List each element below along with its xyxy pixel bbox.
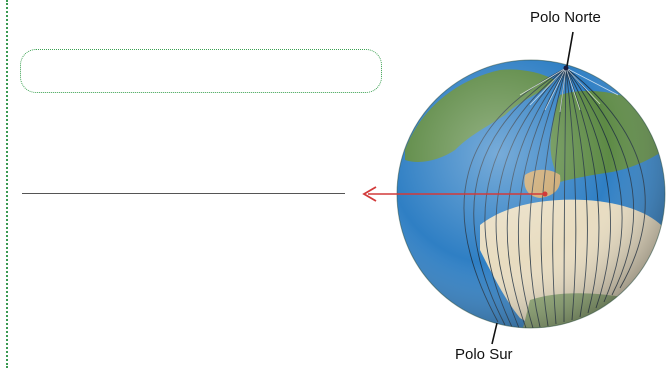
answer-line[interactable] — [22, 193, 345, 194]
south-pole-pointer — [491, 322, 498, 345]
answer-box[interactable] — [20, 49, 382, 93]
south-pole-label: Polo Sur — [455, 346, 513, 363]
north-pole-point — [563, 65, 569, 71]
arrow-head-icon — [362, 186, 377, 202]
arrow-origin-point — [542, 191, 548, 197]
worksheet-left-border — [6, 0, 8, 368]
north-pole-label: Polo Norte — [530, 9, 601, 26]
north-pole-pointer — [566, 31, 574, 67]
